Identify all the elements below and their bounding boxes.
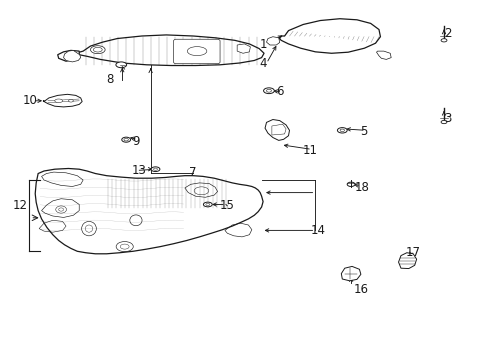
Polygon shape [58, 50, 79, 61]
Polygon shape [77, 35, 264, 66]
Ellipse shape [55, 99, 62, 103]
Ellipse shape [440, 39, 446, 42]
Ellipse shape [93, 48, 102, 52]
Text: 18: 18 [354, 181, 368, 194]
Polygon shape [278, 19, 380, 53]
Text: 7: 7 [189, 166, 197, 179]
Ellipse shape [346, 182, 354, 186]
Polygon shape [237, 44, 250, 53]
Polygon shape [398, 253, 416, 269]
Ellipse shape [203, 202, 212, 207]
Ellipse shape [124, 139, 128, 141]
Text: 11: 11 [303, 144, 317, 157]
Text: 2: 2 [443, 27, 450, 40]
Ellipse shape [122, 137, 130, 142]
Ellipse shape [90, 46, 105, 54]
Ellipse shape [337, 128, 346, 133]
Text: 6: 6 [276, 85, 284, 98]
Text: 16: 16 [353, 283, 367, 296]
Text: 3: 3 [443, 112, 450, 125]
Text: 1: 1 [259, 38, 266, 51]
Ellipse shape [263, 88, 274, 94]
Ellipse shape [266, 89, 271, 92]
Text: 17: 17 [405, 246, 420, 259]
Polygon shape [271, 124, 285, 135]
Polygon shape [35, 168, 263, 254]
Ellipse shape [205, 203, 209, 206]
Text: 15: 15 [220, 199, 234, 212]
FancyBboxPatch shape [173, 39, 220, 64]
Ellipse shape [151, 167, 160, 171]
Polygon shape [376, 51, 390, 59]
Text: 5: 5 [360, 125, 367, 138]
Text: 13: 13 [132, 164, 146, 177]
Ellipse shape [187, 46, 206, 55]
Text: 9: 9 [132, 135, 140, 148]
Polygon shape [43, 94, 82, 107]
Text: 10: 10 [23, 94, 38, 107]
Ellipse shape [440, 120, 446, 123]
Text: 8: 8 [106, 73, 114, 86]
Polygon shape [266, 37, 279, 45]
Ellipse shape [116, 62, 126, 68]
Polygon shape [264, 120, 289, 140]
Polygon shape [341, 266, 360, 281]
Ellipse shape [340, 129, 344, 131]
Text: 14: 14 [310, 224, 325, 237]
Ellipse shape [68, 100, 73, 102]
Text: 4: 4 [259, 57, 266, 70]
Polygon shape [63, 50, 81, 62]
Ellipse shape [153, 168, 157, 170]
Text: 12: 12 [13, 199, 28, 212]
